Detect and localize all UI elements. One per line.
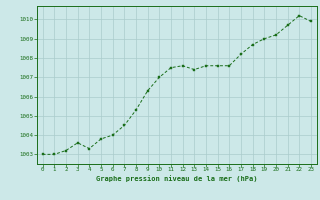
X-axis label: Graphe pression niveau de la mer (hPa): Graphe pression niveau de la mer (hPa) (96, 175, 258, 182)
